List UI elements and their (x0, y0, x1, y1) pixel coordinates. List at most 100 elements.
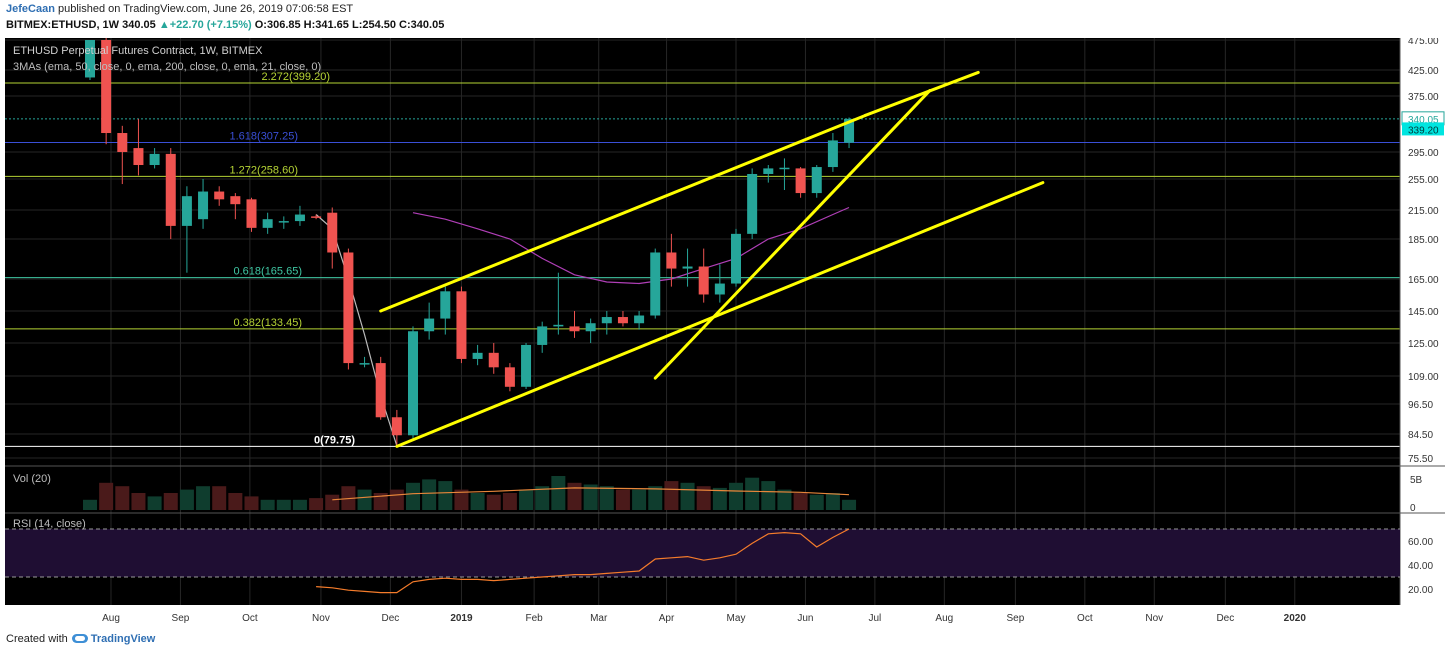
volume-bar (470, 493, 485, 510)
candle (359, 356, 370, 368)
price-tick-label: 96.50 (1408, 400, 1433, 411)
volume-bar (664, 481, 679, 510)
volume-bar (131, 493, 146, 510)
volume-label: Vol (20) (13, 473, 51, 485)
candle (440, 286, 451, 335)
candle-body (343, 252, 354, 364)
candle-body (666, 252, 677, 269)
candle-body (311, 216, 322, 218)
candle-body (391, 417, 402, 436)
volume-bar (777, 489, 792, 510)
symbol-label: BITMEX:ETHUSD, 1W (6, 19, 120, 31)
trendline-upper-channel (379, 113, 867, 313)
volume-bar (260, 499, 275, 510)
candle-body (117, 133, 128, 152)
time-tick-label: 2020 (1284, 613, 1307, 624)
candles (85, 37, 855, 446)
candle (763, 165, 774, 183)
candle-body (149, 153, 160, 166)
candle (149, 148, 160, 169)
trendline-steep-support (653, 89, 932, 380)
ema-value-tag (1402, 122, 1444, 136)
time-tick-label: Oct (1077, 613, 1093, 624)
candle (553, 272, 564, 335)
volume-bar (438, 481, 453, 510)
time-tick-label: Sep (172, 613, 190, 624)
rsi-tick-label: 20.00 (1408, 585, 1433, 596)
candle-body (214, 191, 225, 200)
fib-level-label: 0.382(133.45) (234, 317, 303, 329)
price-tick-label: 185.00 (1408, 235, 1439, 246)
volume-bar (422, 479, 437, 510)
volume-bar (567, 482, 582, 510)
candle (617, 311, 628, 327)
time-tick-label: Nov (312, 613, 330, 624)
candle-body (521, 344, 532, 387)
volume-bar (99, 482, 114, 510)
time-tick-label: 2019 (450, 613, 473, 624)
volume-bar (163, 493, 178, 510)
time-tick-label: Dec (381, 613, 399, 624)
trendline-upper-extension (863, 70, 980, 117)
candle (731, 228, 741, 287)
candle-body (811, 167, 822, 194)
candle-body (617, 317, 628, 324)
candle-body (294, 214, 305, 222)
candle-body (327, 212, 338, 253)
volume-bar (83, 499, 97, 510)
candle (262, 212, 273, 234)
volume-bars (83, 476, 857, 510)
candle-body (747, 173, 758, 234)
time-tick-label: Aug (102, 613, 120, 624)
candle-body (230, 196, 241, 205)
candle-body (472, 352, 483, 359)
candle (569, 311, 580, 338)
author-name[interactable]: JefeCaan (6, 3, 55, 15)
volume-bar (325, 494, 340, 510)
price-tick-label: 75.50 (1408, 454, 1433, 465)
fib-level-label: 0.618(165.65) (234, 266, 303, 278)
footer: Created with TradingView (6, 633, 155, 645)
candle-body (262, 219, 273, 228)
candle (811, 165, 822, 198)
rsi-tick-label: 60.00 (1408, 537, 1433, 548)
price-tick-label: 215.00 (1408, 206, 1439, 217)
fib-level-label: 2.272(399.20) (262, 71, 331, 83)
fib-level-label: 0(79.75) (314, 434, 355, 446)
candle-body (440, 291, 451, 319)
tradingview-brand[interactable]: TradingView (90, 633, 156, 645)
candle (230, 193, 241, 220)
candle (117, 125, 128, 185)
rsi-line (316, 528, 850, 594)
candle-body (246, 199, 257, 228)
price-tick-label: 475.00 (1408, 38, 1439, 47)
volume-bar (825, 493, 840, 510)
price-tick-label: 425.00 (1408, 66, 1439, 77)
candle-body (278, 221, 289, 223)
candle-body (601, 317, 612, 324)
candle (408, 326, 418, 441)
volume-bar (615, 489, 630, 510)
price-tick-label: 165.00 (1408, 275, 1439, 286)
last-price: 340.05 (122, 19, 156, 31)
publish-info: JefeCaan published on TradingView.com, J… (6, 3, 353, 15)
volume-bar (309, 498, 324, 510)
volume-tick-label: 5B (1410, 475, 1423, 486)
volume-ma-line (332, 487, 850, 501)
price-tick-label: 145.00 (1408, 307, 1439, 318)
candle (424, 302, 435, 340)
last-price-tag-label: 340.05 (1408, 115, 1439, 126)
price-tick-label: 375.00 (1408, 92, 1439, 103)
candle-body (634, 315, 645, 324)
chart-container[interactable]: 2.272(399.20) 1.618(307.25) 1.272(258.60) 0… (5, 36, 1445, 638)
candle (101, 37, 112, 145)
time-tick-label: Apr (659, 613, 675, 624)
candle (537, 321, 548, 353)
candle (246, 197, 257, 232)
price-chart[interactable]: 2.272(399.20) 1.618(307.25) 1.272(258.60) 0… (5, 36, 1445, 633)
volume-bar (551, 476, 566, 510)
candle (488, 343, 499, 374)
volume-bar (196, 486, 211, 510)
chart-header: JefeCaan published on TradingView.com, J… (0, 0, 1450, 38)
volume-bar (276, 499, 291, 510)
